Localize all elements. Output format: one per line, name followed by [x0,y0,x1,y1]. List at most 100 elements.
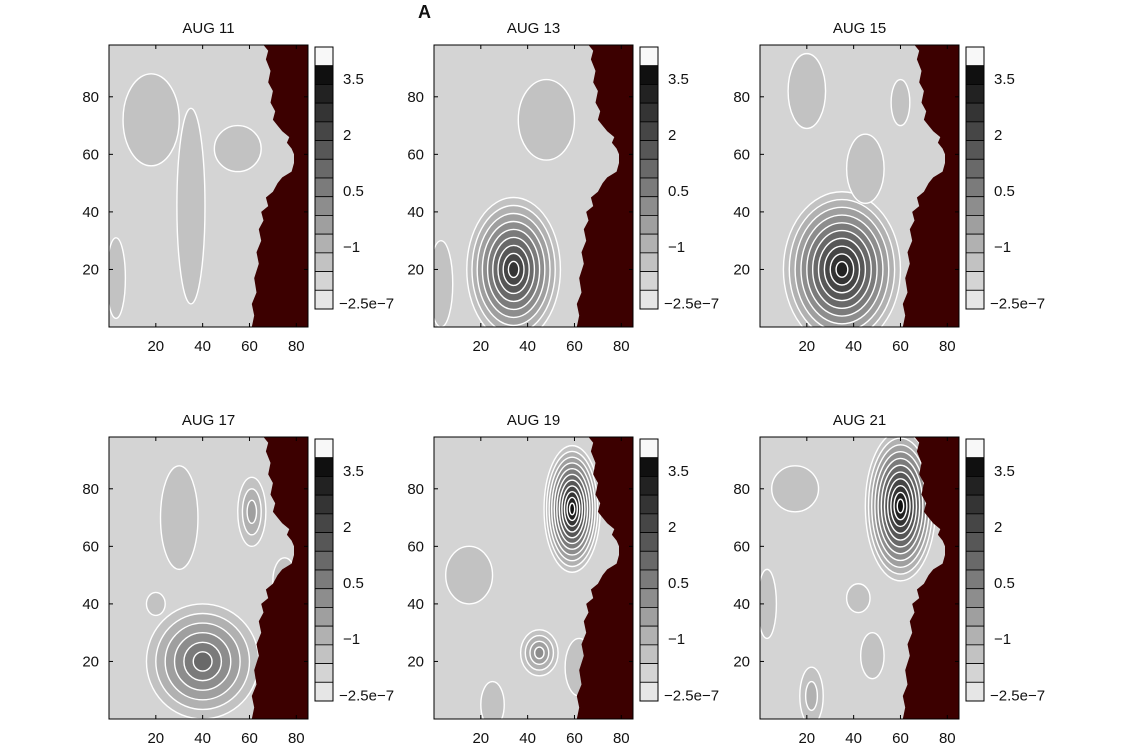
colorbar-frame [314,46,334,310]
x-tick-label: 80 [939,730,956,747]
colorbar-label: 2 [994,127,1002,144]
contour-level [213,124,262,173]
colorbar: 3.5 2 0.5 −1 −2.5e−7 [314,438,394,704]
contour-feature-1 [543,444,601,573]
colorbar-label: −1 [343,631,360,648]
y-tick-label: 60 [82,146,99,163]
y-tick-label: 80 [82,89,99,106]
contour-level [192,651,213,672]
colorbar-segment [314,513,334,533]
colorbar-segment [639,625,659,646]
colorbar-segment [314,252,334,272]
x-tick-label: 20 [147,730,164,747]
contour-feature-4 [145,591,166,617]
colorbar-segment [314,65,334,85]
colorbar-segment [314,550,334,571]
contour-feature-4 [845,133,885,204]
y-tick-label: 60 [733,146,750,163]
colorbar-label: −1 [343,239,360,256]
colorbar-frame [639,46,659,310]
colorbar: 3.5 2 0.5 −1 −2.5e−7 [314,46,394,312]
colorbar-segment [639,569,659,590]
colorbar-segment [965,158,985,179]
contour-level [445,545,494,605]
y-tick-label: 80 [407,89,424,106]
colorbar-segment [639,271,659,291]
colorbar-label: −2.5e−7 [339,687,394,704]
colorbar-label: 0.5 [994,183,1015,200]
colorbar-segment [314,158,334,179]
colorbar-segment [314,233,334,254]
contour-field [109,45,308,327]
colorbar-frame [965,438,985,702]
colorbar-segment [639,65,659,85]
panel-title: AUG 15 [833,20,886,37]
y-tick-label: 60 [407,146,424,163]
colorbar-segment [965,438,985,459]
land-mask [576,45,633,327]
contour-feature-3 [213,124,262,173]
contour-feature-3 [159,465,199,571]
colorbar-segment [639,588,659,608]
contour-field [109,437,308,719]
x-tick-label: 80 [613,730,630,747]
colorbar-segment [639,252,659,272]
panel-title: AUG 21 [833,412,886,429]
contour-field [760,437,959,719]
colorbar: 3.5 2 0.5 −1 −2.5e−7 [639,46,719,312]
x-tick-label: 20 [798,730,815,747]
plot-frame [759,436,960,720]
colorbar: 3.5 2 0.5 −1 −2.5e−7 [965,438,1045,704]
colorbar-label: 3.5 [343,71,364,88]
contour-level [434,239,454,327]
x-tick-label: 40 [845,730,862,747]
land-mask [902,45,959,327]
colorbar-segment [639,476,659,496]
colorbar-segment [639,46,659,67]
colorbar-segment [639,102,659,123]
colorbar-segment [314,102,334,123]
colorbar-segment [639,438,659,459]
colorbar-segment [965,177,985,198]
colorbar-label: 3.5 [994,463,1015,480]
plot-frame [759,44,960,328]
contour-feature-2 [109,237,127,320]
colorbar-segment [314,140,334,160]
land-mask [251,437,308,719]
x-tick-label: 20 [472,338,489,355]
contour-feature-4 [122,73,180,167]
x-tick-label: 80 [939,338,956,355]
y-tick-label: 40 [407,596,424,613]
colorbar-segment [639,215,659,235]
colorbar-segment [965,289,985,310]
colorbar-segment [639,289,659,310]
x-tick-label: 60 [892,730,909,747]
panel-title: AUG 11 [182,20,234,37]
colorbar-segment [965,625,985,646]
colorbar-frame [314,438,334,702]
contour-level [859,631,885,680]
contour-feature-3 [859,631,885,680]
y-tick-label: 40 [82,596,99,613]
colorbar-label: 3.5 [994,71,1015,88]
panel-5: AUG 19 20 40 60 80 20 40 60 80 3.5 2 0.5 −1 −2.5e−7 [407,412,719,747]
colorbar-label: −1 [668,239,685,256]
contour-level [246,499,258,525]
plot-frame [433,436,634,720]
y-tick-label: 20 [407,261,424,278]
colorbar-segment [314,438,334,459]
contour-level [176,107,206,305]
contour-feature-3 [890,78,911,127]
contour-level [480,680,505,719]
colorbar-label: −2.5e−7 [990,295,1045,312]
colorbar-segment [639,663,659,683]
colorbar-label: −2.5e−7 [664,295,719,312]
colorbar-segment [314,289,334,310]
x-tick-label: 60 [566,730,583,747]
colorbar-label: 2 [668,127,676,144]
colorbar-segment [965,513,985,533]
panel-title: AUG 13 [507,20,560,37]
panel-4: AUG 17 20 40 60 80 20 40 60 80 3.5 2 0.5 −1 −2.5e−7 [82,412,394,747]
colorbar-segment [639,177,659,198]
contour-level [771,465,820,513]
